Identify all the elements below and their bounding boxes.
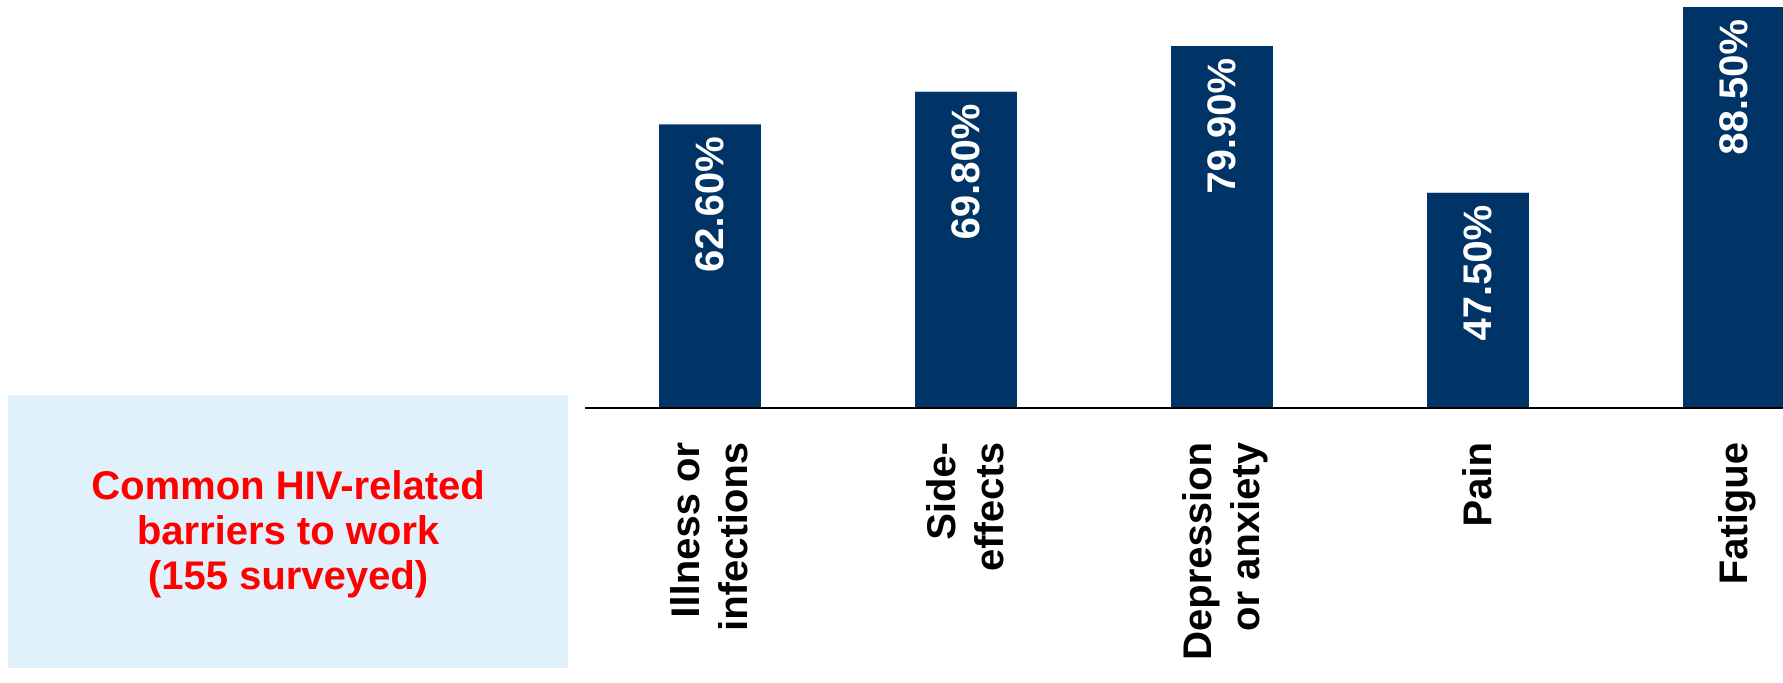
bar-1 [659,124,761,409]
category-labels-layer: Illness or infections Side-effects Depressi… [664,441,1756,660]
category-label-3-line-2: or anxiety [1224,441,1268,631]
category-label-1-line-2: infections [712,442,756,631]
caption-box: Common HIV-related barriers to work (155… [8,395,568,668]
caption-line-3: (155 surveyed) [147,554,429,598]
caption-line-2: barriers to work [136,509,440,553]
category-label-3-line-1: Depression [1176,442,1220,660]
category-label-4: Pain [1456,442,1500,526]
bar-3 [1171,45,1273,409]
data-label-5: 88.50% [1712,19,1756,155]
data-label-3: 79.90% [1200,58,1244,194]
category-label-2-line-2: effects [968,442,1012,571]
bar-2 [915,91,1017,408]
category-label-5-line-1: Fatigue [1712,442,1756,584]
category-label-2: Side-effects [920,442,1012,571]
category-label-4-line-1: Pain [1456,442,1500,526]
bar-4 [1427,192,1529,408]
category-label-1-line-1: Illness or [664,442,708,618]
category-label-5: Fatigue [1712,442,1756,584]
data-labels-layer: 62.60% 69.80% 79.90% 47.50% 88.50% [688,19,1756,340]
caption-line-1: Common HIV-related [91,464,485,508]
category-label-3: Depression or anxiety [1176,441,1268,660]
data-label-1: 62.60% [688,136,732,272]
bar-5 [1683,7,1783,408]
category-label-2-line-1: Side- [920,442,964,540]
bars-layer [659,7,1783,409]
category-label-1: Illness or infections [664,442,756,631]
data-label-4: 47.50% [1456,205,1500,341]
caption-text: Common HIV-related barriers to work (155… [91,464,484,599]
data-label-2: 69.80% [944,104,988,240]
